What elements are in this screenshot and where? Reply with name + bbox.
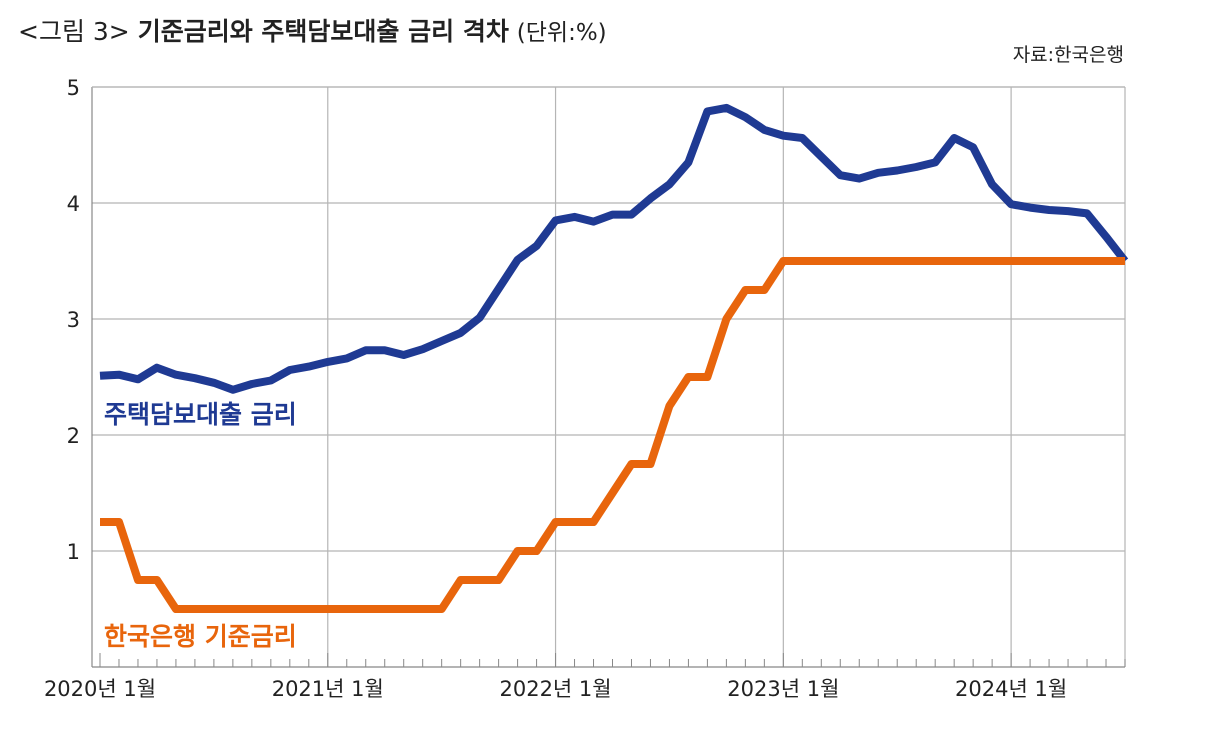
series-line-mortgage <box>99 103 1129 394</box>
x-tick-label: 2020년 1월 <box>44 677 156 701</box>
y-tick-label: 5 <box>67 76 80 100</box>
title-text: 기준금리와 주택담보대출 금리 격차 <box>137 17 509 46</box>
axes <box>91 86 1126 668</box>
x-tick-label: 2022년 1월 <box>499 677 611 701</box>
y-tick-label: 1 <box>67 540 80 564</box>
x-tick-label: 2023년 1월 <box>727 677 839 701</box>
chart-title: <그림 3> 기준금리와 주택담보대출 금리 격차 (단위:%) <box>18 12 607 53</box>
unit-label: (단위:%) <box>516 20 607 46</box>
figure-number: <그림 3> <box>18 17 130 46</box>
series-line-base-rate <box>100 257 1125 613</box>
y-tick-label: 4 <box>67 192 80 216</box>
grid <box>92 86 1125 667</box>
series-label-base-rate: 한국은행 기준금리 <box>104 622 297 651</box>
source-note: 자료:한국은행 <box>1012 44 1124 66</box>
series-label-mortgage: 주택담보대출 금리 <box>104 400 297 429</box>
series-lines <box>99 103 1129 613</box>
x-tick-label: 2024년 1월 <box>955 677 1067 701</box>
y-tick-label: 2 <box>67 424 80 448</box>
y-tick-label: 3 <box>67 308 80 332</box>
x-tick-label: 2021년 1월 <box>272 677 384 701</box>
tick-labels: 1 2 3 4 5 2020년 1월 2021년 1월 2022년 1월 2023년 1월 202… <box>44 76 1067 701</box>
